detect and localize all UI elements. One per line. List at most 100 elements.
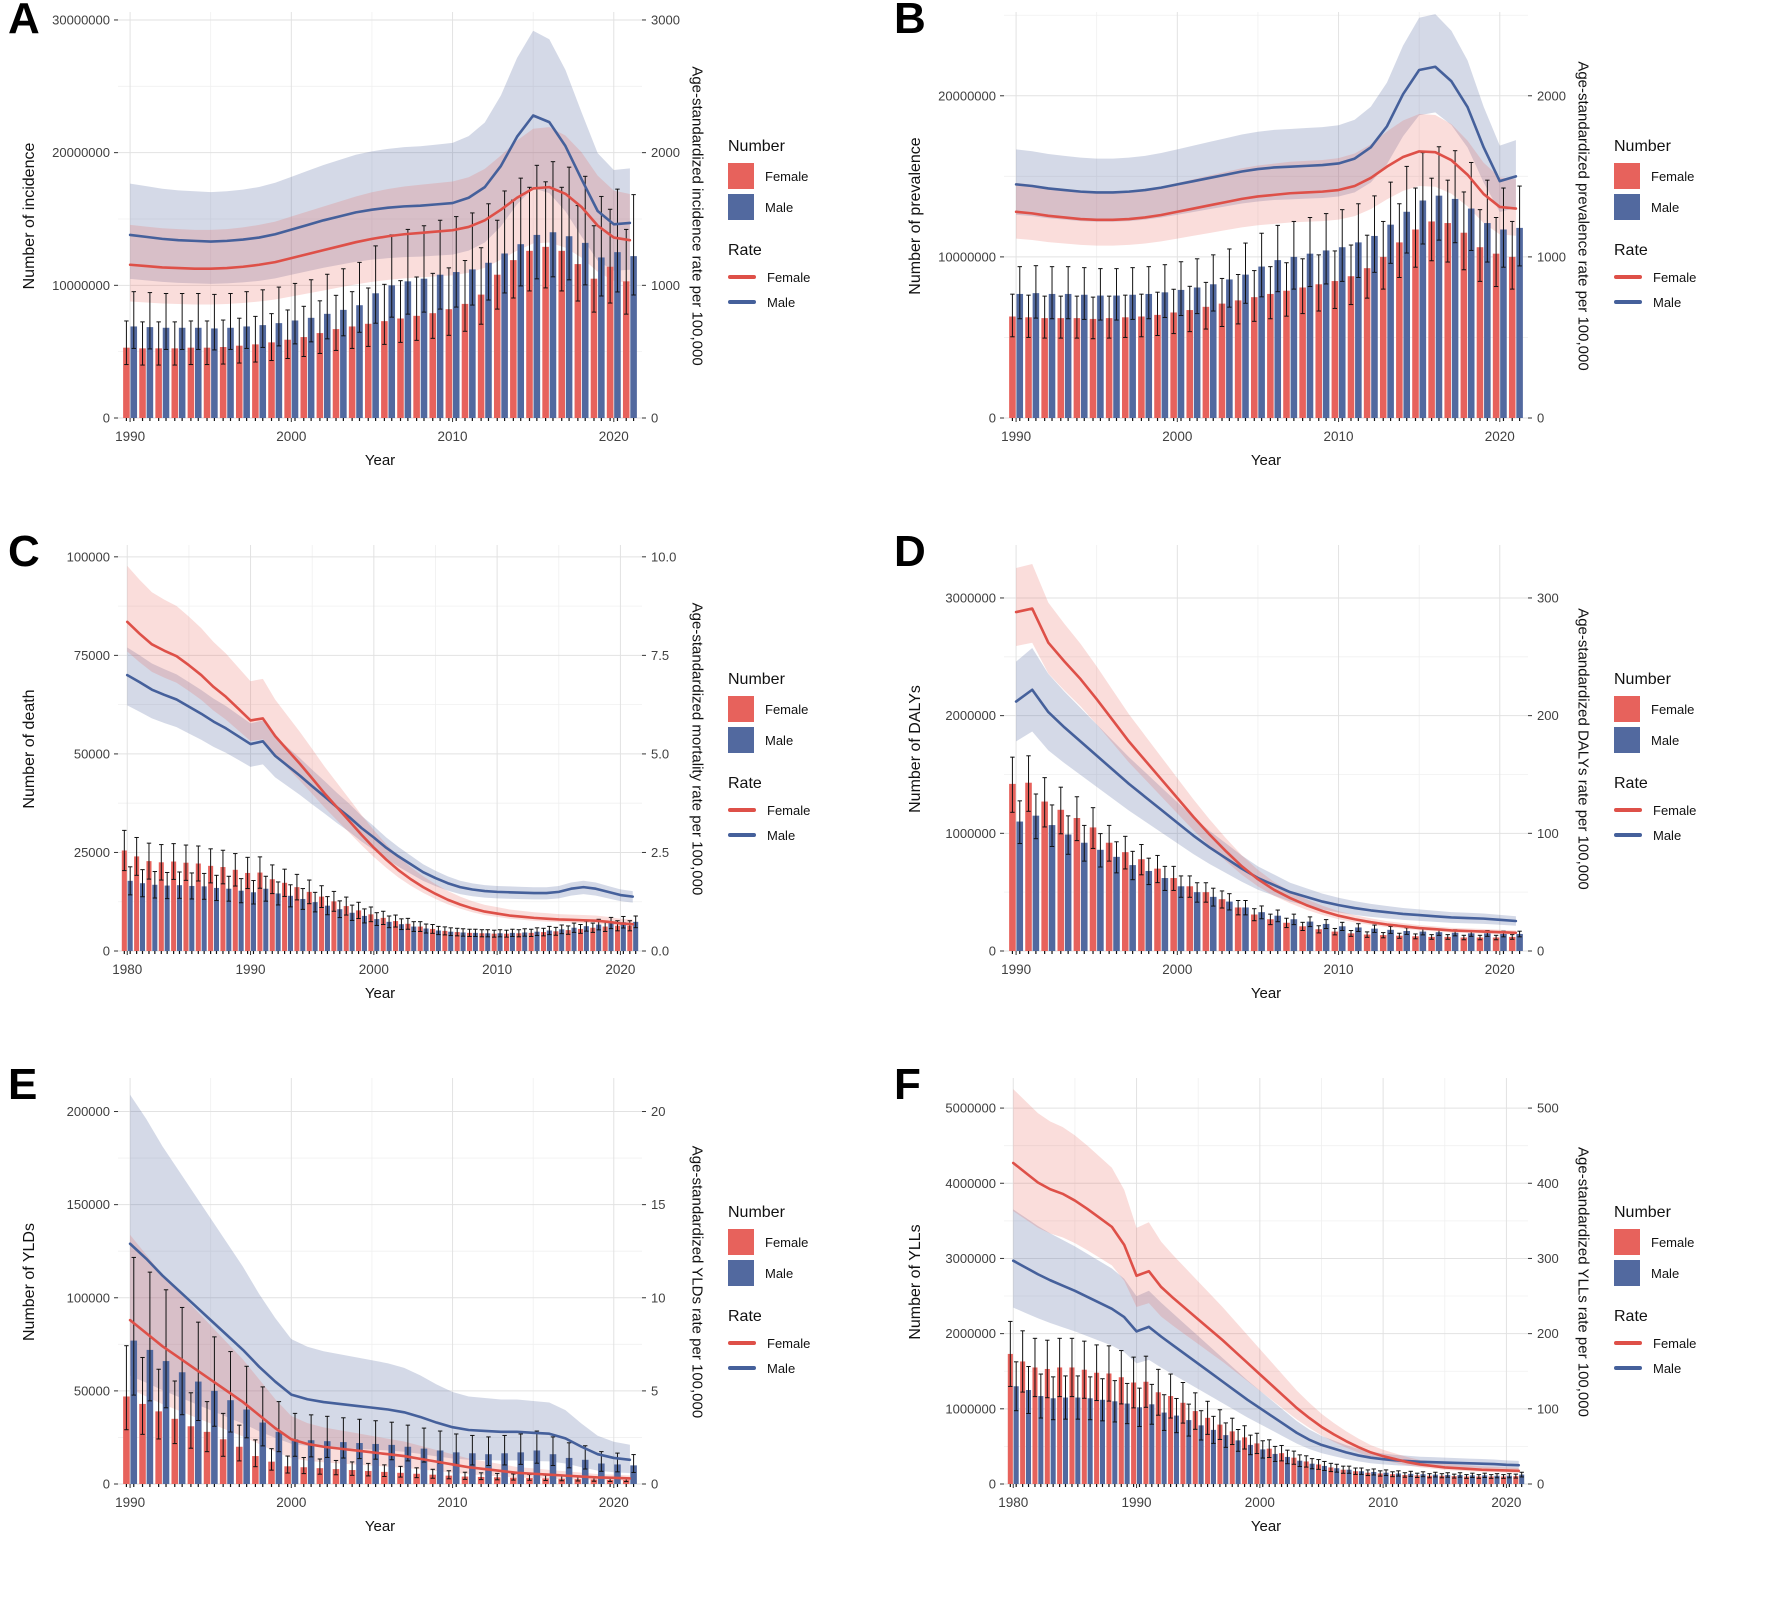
x-axis-title: Year <box>1250 452 1282 469</box>
svg-text:2010: 2010 <box>1324 962 1354 977</box>
left-axis-title: Number of prevalence <box>907 137 924 295</box>
legend-rate-female: Female <box>728 800 884 820</box>
male-swatch <box>728 727 754 753</box>
svg-text:500: 500 <box>1537 1101 1559 1116</box>
chart-canvas-d: 0 1000000 2000000 3000000 0 100 200 300 1990 2000… <box>945 545 1559 977</box>
svg-text:7.5: 7.5 <box>651 648 669 663</box>
svg-text:5: 5 <box>651 1383 658 1398</box>
legend: Number Female Male Rate Female Male <box>1614 1204 1770 1383</box>
chart-canvas-f: 0 1000000 2000000 3000000 4000000 5000000 0 100… <box>945 1078 1559 1510</box>
svg-text:2000: 2000 <box>276 429 306 444</box>
x-axis-title: Year <box>364 1518 396 1535</box>
svg-text:2000: 2000 <box>1537 88 1566 103</box>
male-swatch <box>1614 194 1640 220</box>
svg-text:10: 10 <box>651 1290 665 1305</box>
svg-text:2.5: 2.5 <box>651 845 669 860</box>
svg-text:2000: 2000 <box>276 1495 306 1510</box>
legend-rate-title: Rate <box>1614 775 1648 792</box>
svg-text:1980: 1980 <box>112 962 142 977</box>
chart-canvas-b: 0 10000000 20000000 0 1000 2000 1990 2000 2010 20… <box>938 12 1566 444</box>
svg-text:2020: 2020 <box>1485 429 1515 444</box>
svg-text:0: 0 <box>103 411 110 426</box>
legend-rate-male: Male <box>1614 825 1770 845</box>
svg-text:10000000: 10000000 <box>938 249 996 264</box>
male-line-swatch <box>728 300 756 304</box>
legend-rate-title: Rate <box>728 775 762 792</box>
svg-text:2000: 2000 <box>1162 962 1192 977</box>
male-line-swatch <box>1614 833 1642 837</box>
legend-number-female: Female <box>728 163 884 189</box>
panel-letter: F <box>894 1066 921 1109</box>
svg-text:2000: 2000 <box>359 962 389 977</box>
svg-text:50000: 50000 <box>74 746 110 761</box>
legend-rate-title: Rate <box>728 1308 762 1325</box>
svg-text:2000: 2000 <box>651 145 680 160</box>
legend-rate-title: Rate <box>728 242 762 259</box>
svg-text:100: 100 <box>1537 826 1559 841</box>
svg-text:2020: 2020 <box>605 962 635 977</box>
svg-text:2010: 2010 <box>1324 429 1354 444</box>
svg-text:200000: 200000 <box>67 1104 110 1119</box>
legend: Number Female Male Rate Female Male <box>728 1204 884 1383</box>
female-line-swatch <box>728 1341 756 1345</box>
legend-number-title: Number <box>728 671 785 688</box>
legend-rate-female: Female <box>728 1333 884 1353</box>
female-swatch <box>1614 1229 1640 1255</box>
male-line-swatch <box>1614 1366 1642 1370</box>
svg-text:1000: 1000 <box>651 278 680 293</box>
svg-text:1990: 1990 <box>115 1495 145 1510</box>
svg-text:20000000: 20000000 <box>52 145 110 160</box>
svg-text:30000000: 30000000 <box>52 12 110 27</box>
legend-rate-male: Male <box>1614 1358 1770 1378</box>
female-swatch <box>728 1229 754 1255</box>
svg-text:2020: 2020 <box>1485 962 1515 977</box>
left-axis-title: Number of YLDs <box>21 1223 38 1341</box>
svg-text:3000: 3000 <box>651 12 680 27</box>
svg-text:0: 0 <box>103 1477 110 1492</box>
legend: Number Female Male Rate Female Male <box>1614 671 1770 850</box>
svg-text:0: 0 <box>1537 944 1544 959</box>
right-axis-title: Age-standardized DALYs rate per 100,000 <box>1574 608 1592 890</box>
panel-e: 0 50000 100000 150000 200000 0 5 10 15 20 1990 2000… <box>0 1066 886 1600</box>
legend-rate-title: Rate <box>1614 242 1648 259</box>
right-axis-title: Age-standardized YLDs rate per 100,000 <box>688 1145 706 1419</box>
female-swatch <box>728 696 754 722</box>
legend-number-female: Female <box>728 696 884 722</box>
svg-text:200: 200 <box>1537 1326 1559 1341</box>
svg-text:0: 0 <box>1537 411 1544 426</box>
svg-text:100000: 100000 <box>67 549 110 564</box>
svg-text:0: 0 <box>103 944 110 959</box>
svg-text:0: 0 <box>651 1477 658 1492</box>
svg-text:0.0: 0.0 <box>651 944 669 959</box>
legend-number-male: Male <box>728 194 884 220</box>
svg-text:1000000: 1000000 <box>945 826 996 841</box>
female-swatch <box>1614 696 1640 722</box>
female-swatch <box>1614 163 1640 189</box>
right-axis-title: Age-standardized incidence rate per 100,… <box>688 66 706 366</box>
legend-number-title: Number <box>728 138 785 155</box>
svg-text:1000000: 1000000 <box>945 1401 996 1416</box>
svg-text:0: 0 <box>989 944 996 959</box>
legend: Number Female Male Rate Female Male <box>1614 138 1770 317</box>
svg-text:1990: 1990 <box>1122 1495 1152 1510</box>
svg-text:2020: 2020 <box>599 429 629 444</box>
panel-letter: A <box>8 0 40 43</box>
svg-text:20: 20 <box>651 1104 665 1119</box>
panel-f: 0 1000000 2000000 3000000 4000000 5000000 0 100… <box>886 1066 1772 1600</box>
panel-c: 0 25000 50000 75000 100000 0.0 2.5 5.0 7.5 10.0 19… <box>0 533 886 1066</box>
svg-text:2010: 2010 <box>438 429 468 444</box>
female-line-swatch <box>1614 1341 1642 1345</box>
svg-text:100000: 100000 <box>67 1290 110 1305</box>
legend-number-female: Female <box>728 1229 884 1255</box>
female-line-swatch <box>1614 275 1642 279</box>
svg-text:50000: 50000 <box>74 1383 110 1398</box>
svg-text:200: 200 <box>1537 708 1559 723</box>
svg-text:150000: 150000 <box>67 1197 110 1212</box>
panel-a: 0 10000000 20000000 30000000 0 1000 2000 3000 19… <box>0 0 886 533</box>
left-axis-title: Number of incidence <box>21 142 38 290</box>
legend-number-female: Female <box>1614 1229 1770 1255</box>
legend-rate-female: Female <box>1614 267 1770 287</box>
svg-text:1990: 1990 <box>1001 429 1031 444</box>
legend-number-male: Male <box>1614 1260 1770 1286</box>
